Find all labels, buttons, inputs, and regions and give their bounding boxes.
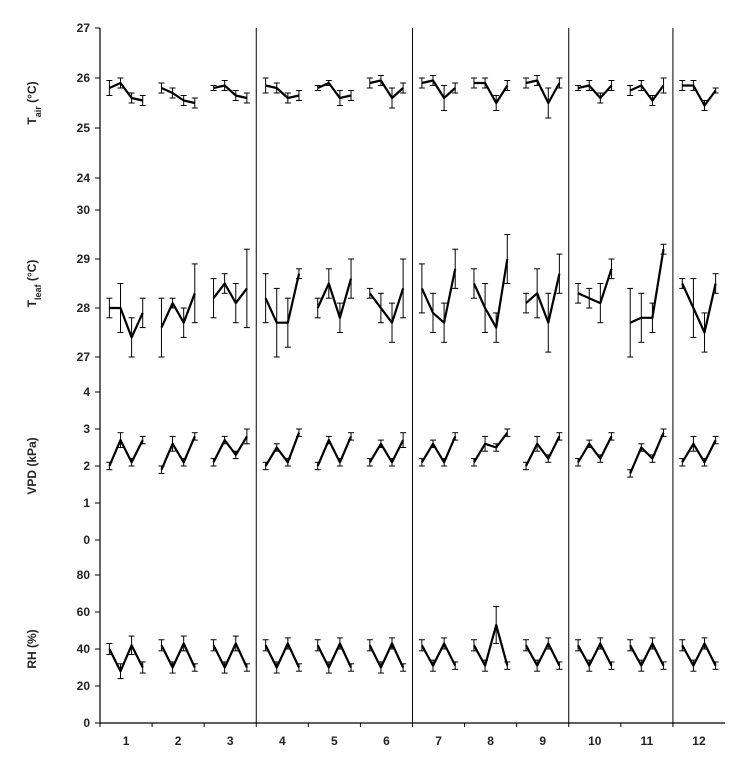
y-tick-label: 28 <box>77 301 91 315</box>
series-line <box>420 268 457 324</box>
series-line <box>682 84 717 107</box>
series-line <box>108 81 143 102</box>
series-line <box>265 84 300 100</box>
series-line <box>316 642 352 669</box>
y-tick-label: 20 <box>77 679 91 693</box>
x-tick-label: 6 <box>383 734 390 748</box>
y-tick-label: 26 <box>77 71 91 85</box>
series-line <box>317 81 352 100</box>
series-line <box>629 432 665 474</box>
series-line <box>212 642 248 669</box>
series-line <box>474 81 509 105</box>
series-line <box>577 84 613 100</box>
series-line <box>577 642 613 667</box>
x-tick-label: 9 <box>539 734 546 748</box>
y-axis-label: VPD (kPa) <box>25 437 39 494</box>
y-tick-label: 4 <box>83 385 90 399</box>
y-tick-label: 25 <box>77 121 91 135</box>
series-line <box>681 283 717 334</box>
series-line <box>681 439 717 464</box>
series-line <box>160 292 196 329</box>
series-line <box>420 642 457 667</box>
y-tick-label: 0 <box>83 716 90 730</box>
series-line <box>212 282 248 305</box>
series-line <box>473 623 509 667</box>
y-tick-label: 40 <box>77 642 91 656</box>
y-tick-label: 80 <box>77 568 91 582</box>
series-line <box>472 258 509 329</box>
series-line <box>264 432 301 467</box>
series-line <box>681 642 717 667</box>
x-tick-label: 2 <box>175 734 182 748</box>
series-line <box>264 642 300 669</box>
series-line <box>577 268 613 305</box>
series-line <box>577 435 613 463</box>
y-axis-label: RH (%) <box>25 629 39 668</box>
x-tick-label: 1 <box>123 734 130 748</box>
series-line <box>212 435 248 463</box>
series-line <box>525 79 561 105</box>
series-line <box>629 84 665 102</box>
series-line <box>629 642 665 667</box>
y-tick-label: 0 <box>83 533 90 547</box>
series-line <box>525 273 561 324</box>
x-tick-label: 11 <box>641 734 654 748</box>
x-tick-label: 12 <box>692 734 706 748</box>
series-line <box>108 439 144 467</box>
series-line <box>213 84 248 100</box>
series-line <box>160 435 196 471</box>
series-line <box>316 435 353 467</box>
series-line <box>161 86 196 105</box>
series-line <box>369 79 404 100</box>
y-axis-label: Tleaf (°C) <box>25 260 43 308</box>
x-tick-label: 8 <box>487 734 494 748</box>
y-tick-label: 29 <box>77 252 91 266</box>
y-tick-label: 27 <box>77 350 91 364</box>
y-tick-label: 27 <box>77 21 91 35</box>
series-line <box>368 642 405 669</box>
series-line <box>420 435 457 464</box>
x-tick-label: 7 <box>435 734 442 748</box>
y-tick-label: 24 <box>77 171 91 185</box>
series-line <box>525 642 561 667</box>
series-line <box>368 439 405 464</box>
series-line <box>109 306 144 339</box>
y-tick-label: 3 <box>83 422 90 436</box>
series-line <box>264 273 301 324</box>
x-tick-label: 4 <box>279 734 286 748</box>
y-tick-label: 30 <box>77 203 91 217</box>
y-axis-label: Tair (°C) <box>25 81 43 124</box>
y-tick-label: 60 <box>77 605 91 619</box>
series-line <box>421 79 456 100</box>
series-line <box>525 435 561 467</box>
series-line <box>316 278 353 319</box>
series-line <box>473 432 509 463</box>
series-line <box>108 644 144 673</box>
y-tick-label: 2 <box>83 459 90 473</box>
series-line <box>629 249 665 324</box>
series-line <box>160 642 196 669</box>
x-tick-label: 10 <box>588 734 602 748</box>
series-line <box>368 288 405 324</box>
y-tick-label: 1 <box>83 496 90 510</box>
x-tick-label: 3 <box>227 734 234 748</box>
x-tick-label: 5 <box>331 734 338 748</box>
